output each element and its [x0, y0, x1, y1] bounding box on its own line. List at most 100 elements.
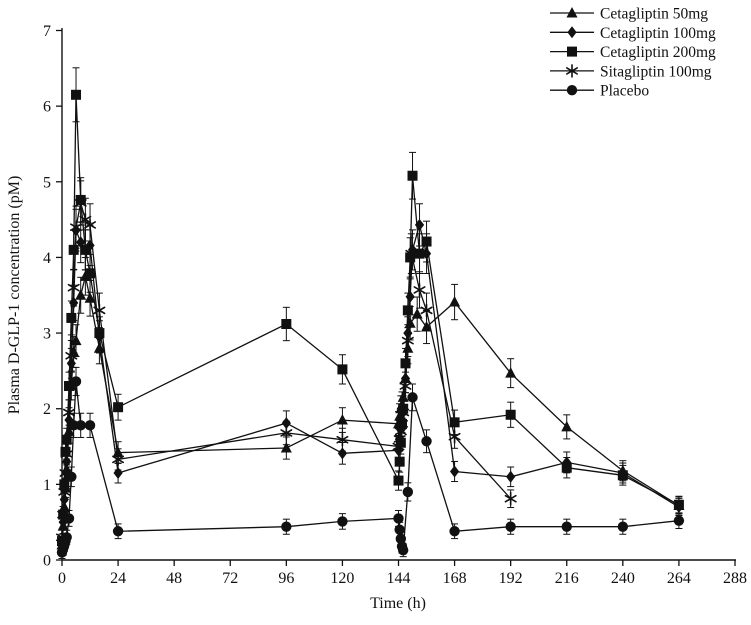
star-marker-icon: [401, 333, 414, 348]
square-marker-icon: [80, 244, 91, 255]
star-marker-icon: [93, 303, 106, 318]
circle-marker-icon: [566, 85, 578, 96]
circle-marker-icon: [75, 420, 86, 431]
circle-marker-icon: [402, 486, 414, 498]
square-marker-icon: [94, 328, 105, 339]
triangle-marker-icon: [70, 334, 82, 346]
triangle-marker-icon: [449, 296, 461, 307]
star-marker-icon: [393, 432, 406, 446]
star-marker-icon: [394, 424, 407, 439]
star-marker-icon: [63, 405, 76, 420]
circle-marker-icon: [393, 513, 404, 524]
square-marker-icon: [68, 244, 79, 255]
y-tick-label: 7: [43, 23, 51, 40]
series-triangle: [56, 257, 685, 553]
legend-label: Sitagliptin 100mg: [600, 63, 712, 80]
triangle-marker-icon: [566, 7, 578, 18]
square-marker-icon: [402, 305, 413, 316]
star-marker-icon: [405, 246, 418, 261]
series-line: [61, 202, 512, 538]
series-circle: [56, 366, 685, 559]
x-tick-label: 240: [611, 570, 635, 587]
square-marker-icon: [421, 236, 432, 247]
triangle-marker-icon: [84, 292, 96, 303]
star-marker-icon: [336, 432, 349, 447]
legend-label: Placebo: [600, 83, 649, 100]
triangle-marker-icon: [75, 289, 87, 300]
x-tick-label: 264: [667, 570, 691, 587]
star-marker-icon: [70, 220, 83, 234]
legend-item: Cetagliptin 50mg: [550, 6, 708, 23]
square-marker-icon: [113, 402, 124, 413]
triangle-marker-icon: [505, 367, 517, 378]
y-tick-label: 2: [43, 401, 51, 418]
legend-label: Cetagliptin 50mg: [600, 6, 708, 23]
circle-marker-icon: [112, 526, 124, 537]
square-marker-icon: [561, 462, 572, 473]
star-marker-icon: [65, 348, 78, 363]
star-marker-icon: [58, 485, 71, 499]
legend-item: Cetagliptin 100mg: [550, 25, 716, 42]
x-axis-title: Time (h): [370, 595, 426, 612]
square-marker-icon: [617, 470, 628, 481]
circle-marker-icon: [407, 392, 418, 403]
y-tick-label: 4: [43, 250, 51, 267]
star-marker-icon: [60, 447, 73, 461]
legend-item: Sitagliptin 100mg: [550, 63, 712, 80]
circle-marker-icon: [61, 532, 72, 543]
triangle-marker-icon: [280, 442, 292, 453]
circle-marker-icon: [394, 524, 405, 535]
series-line: [61, 381, 679, 553]
legend-item: Cetagliptin 200mg: [550, 44, 716, 61]
series-line: [61, 276, 680, 545]
x-tick-label: 48: [166, 570, 182, 587]
circle-marker-icon: [281, 521, 292, 532]
square-marker-icon: [405, 252, 416, 263]
square-marker-icon: [60, 446, 71, 457]
x-tick-label: 0: [58, 570, 66, 587]
star-marker-icon: [413, 283, 426, 297]
y-tick-label: 0: [43, 553, 51, 570]
square-marker-icon: [64, 381, 75, 392]
circle-marker-icon: [505, 521, 516, 532]
legend: Cetagliptin 50mg Cetagliptin 100mg Cetagli…: [550, 6, 716, 100]
circle-marker-icon: [84, 420, 96, 431]
triangle-marker-icon: [411, 308, 423, 319]
series-star: [55, 180, 517, 545]
square-marker-icon: [407, 170, 418, 181]
square-marker-icon: [673, 499, 684, 510]
legend-item: Placebo: [550, 83, 649, 100]
square-marker-icon: [71, 89, 82, 100]
diamond-marker-icon: [76, 236, 86, 249]
square-marker-icon: [85, 268, 96, 279]
star-marker-icon: [504, 491, 517, 506]
legend-label: Cetagliptin 200mg: [600, 44, 716, 61]
star-marker-icon: [79, 212, 92, 227]
triangle-marker-icon: [336, 414, 348, 425]
star-marker-icon: [74, 196, 87, 210]
diamond-marker-icon: [567, 26, 577, 39]
x-tick-label: 168: [443, 570, 467, 587]
y-tick-label: 6: [43, 99, 51, 116]
y-tick-label: 3: [43, 326, 51, 343]
diamond-marker-icon: [337, 447, 348, 460]
star-marker-icon: [280, 426, 293, 440]
circle-marker-icon: [70, 376, 82, 387]
star-marker-icon: [565, 64, 579, 78]
star-marker-icon: [448, 429, 461, 444]
x-tick-label: 288: [723, 570, 747, 587]
x-tick-label: 72: [222, 570, 238, 587]
triangle-marker-icon: [561, 420, 573, 432]
square-marker-icon: [449, 417, 460, 428]
square-marker-icon: [567, 46, 577, 57]
star-marker-icon: [112, 452, 125, 467]
square-marker-icon: [61, 434, 72, 445]
series-square: [57, 67, 684, 549]
star-marker-icon: [67, 280, 80, 295]
y-tick-label: 1: [43, 477, 51, 494]
square-marker-icon: [337, 364, 348, 375]
circle-marker-icon: [397, 544, 409, 556]
circle-marker-icon: [421, 436, 432, 447]
x-tick-label: 120: [330, 570, 354, 587]
